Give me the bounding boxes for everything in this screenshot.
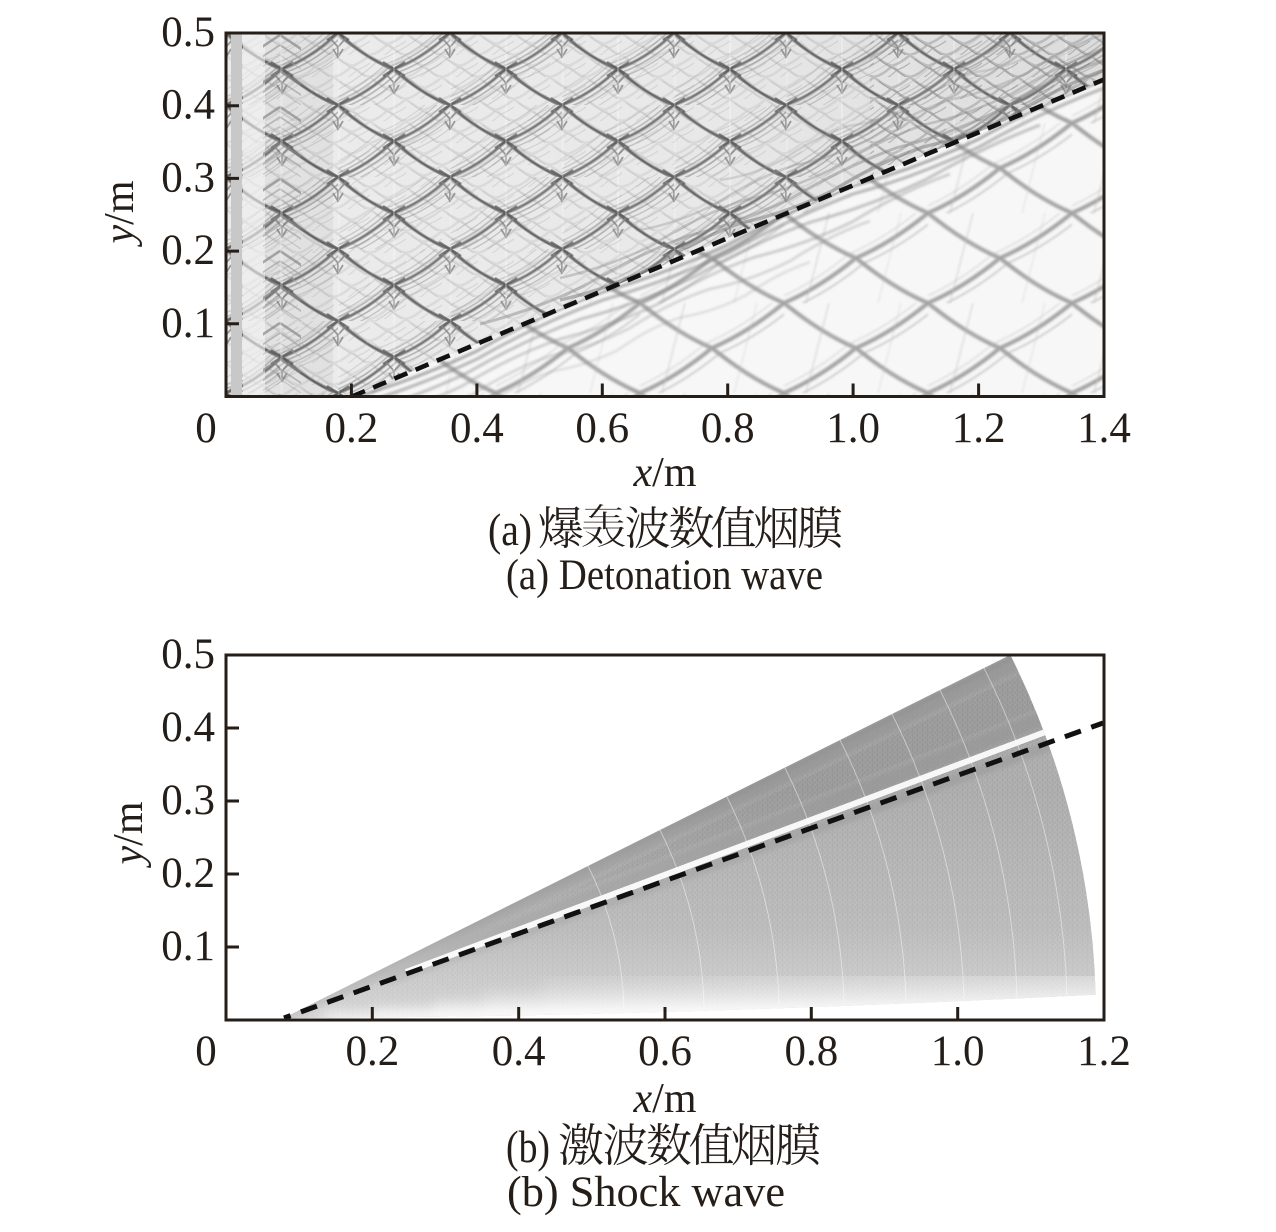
svg-text:x/m: x/m [633,1076,697,1122]
svg-text:0.6: 0.6 [575,405,629,452]
svg-text:1.0: 1.0 [931,1028,985,1075]
svg-text:0.1: 0.1 [161,923,215,970]
svg-text:0.4: 0.4 [161,82,215,129]
svg-text:0.5: 0.5 [161,9,215,56]
svg-text:1.2: 1.2 [1077,1028,1131,1075]
svg-text:0.5: 0.5 [161,631,215,678]
svg-text:0.6: 0.6 [638,1028,692,1075]
svg-text:0.4: 0.4 [450,405,504,452]
svg-text:0.2: 0.2 [325,405,379,452]
svg-text:0.4: 0.4 [492,1028,546,1075]
svg-text:(b) Shock wave: (b) Shock wave [507,1169,785,1216]
svg-text:y/m: y/m [106,801,152,868]
svg-text:(a) Detonation wave: (a) Detonation wave [506,552,823,599]
svg-text:0.2: 0.2 [161,850,215,897]
svg-text:0.3: 0.3 [161,777,215,824]
svg-text:0.2: 0.2 [161,227,215,274]
svg-text:0.1: 0.1 [161,300,215,347]
svg-text:0: 0 [195,1028,217,1075]
svg-text:0.8: 0.8 [701,405,755,452]
svg-text:0.2: 0.2 [345,1028,399,1075]
svg-text:(a): (a) [488,505,532,555]
svg-text:1.2: 1.2 [952,405,1006,452]
svg-text:1.0: 1.0 [826,405,880,452]
svg-text:1.4: 1.4 [1077,405,1131,452]
svg-text:0: 0 [195,405,217,452]
svg-text:0.8: 0.8 [784,1028,838,1075]
svg-text:x/m: x/m [633,450,697,496]
svg-text:0.3: 0.3 [161,154,215,201]
svg-text:y/m: y/m [97,180,143,247]
svg-text:0.4: 0.4 [161,704,215,751]
svg-text:(b): (b) [506,1122,550,1172]
